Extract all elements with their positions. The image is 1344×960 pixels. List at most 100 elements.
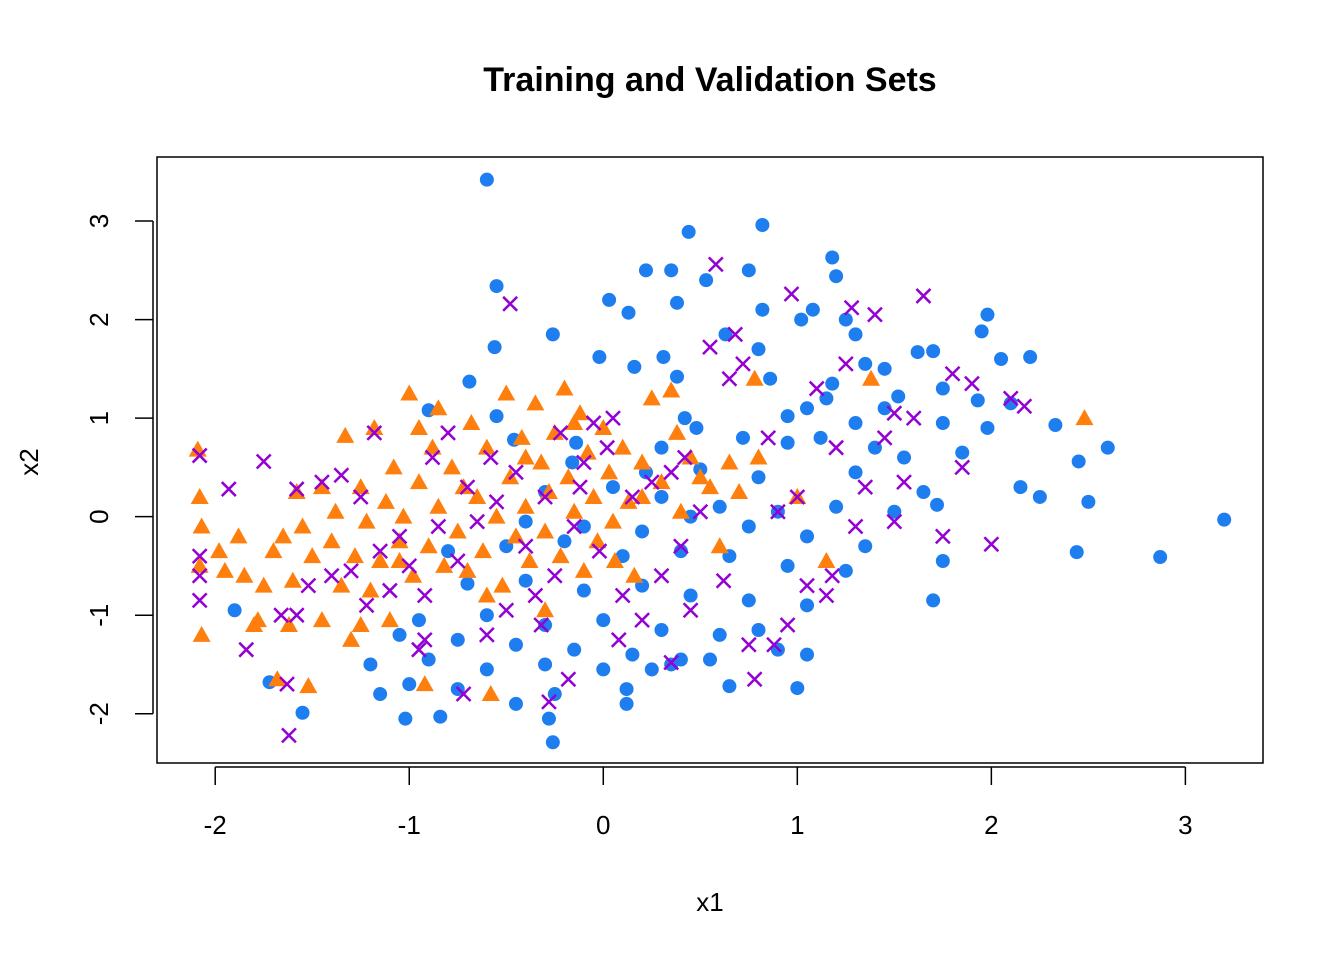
data-point [671, 502, 690, 519]
data-point [955, 445, 970, 460]
data-point [825, 250, 840, 265]
data-point [1023, 350, 1038, 365]
data-point [299, 677, 318, 694]
data-point [766, 636, 782, 653]
data-point [682, 602, 699, 619]
data-point [1217, 512, 1232, 527]
data-point [926, 344, 941, 359]
data-point [248, 611, 267, 628]
data-point [415, 675, 434, 692]
data-point [192, 517, 211, 534]
data-point [326, 502, 345, 519]
data-point [279, 616, 298, 633]
data-point [848, 465, 863, 480]
data-point [424, 449, 441, 466]
data-point [638, 263, 653, 278]
data-point [599, 439, 616, 456]
data-point [518, 573, 533, 588]
data-point [450, 632, 465, 647]
data-point [600, 463, 619, 480]
data-point [455, 686, 472, 702]
data-point [372, 543, 389, 560]
data-point [533, 617, 550, 633]
chart-title: Training and Validation Sets [483, 61, 936, 99]
x-tick-label: -1 [398, 810, 421, 840]
data-point [877, 361, 892, 376]
data-point [345, 547, 364, 564]
data-point [392, 627, 407, 642]
data-point [886, 513, 903, 530]
data-point [654, 489, 669, 504]
data-point [838, 563, 853, 578]
data-point [964, 375, 980, 392]
data-point [683, 588, 698, 603]
data-point [621, 305, 636, 320]
data-point [288, 607, 305, 624]
data-point [625, 566, 644, 583]
y-tick-label: -2 [84, 702, 114, 725]
data-point [323, 567, 340, 584]
plot-frame [156, 156, 1264, 764]
data-point [735, 356, 751, 372]
data-point [1003, 396, 1018, 411]
data-point [238, 641, 255, 658]
data-point [847, 518, 864, 535]
data-point [673, 538, 689, 555]
data-point [358, 597, 375, 614]
data-point [442, 458, 461, 475]
data-point [332, 576, 351, 593]
data-point [751, 470, 766, 485]
data-point [699, 273, 714, 288]
data-point [1153, 550, 1168, 565]
data-point [691, 468, 710, 485]
data-point [376, 492, 395, 509]
data-point [818, 587, 835, 604]
data-point [322, 532, 341, 549]
data-point [488, 493, 505, 510]
data-point [800, 401, 815, 416]
data-point [799, 577, 815, 594]
data-point [192, 625, 211, 642]
data-point [342, 630, 361, 647]
data-point [572, 479, 588, 495]
data-point [283, 571, 302, 588]
data-point [516, 497, 535, 514]
data-point [857, 479, 874, 495]
data-point [633, 453, 652, 470]
data-point [591, 543, 608, 560]
data-point [974, 324, 989, 339]
data-point [605, 410, 621, 427]
data-point [398, 711, 413, 726]
data-point [643, 474, 660, 491]
data-point [720, 453, 739, 470]
data-point [838, 312, 853, 327]
data-point [478, 627, 495, 643]
data-point [416, 631, 433, 648]
y-tick-label: 1 [84, 411, 114, 425]
data-point [745, 369, 764, 386]
data-point [800, 647, 815, 662]
data-point [681, 224, 696, 239]
data-point [373, 687, 388, 702]
data-point [557, 534, 572, 549]
data-point [508, 637, 523, 652]
data-point [416, 587, 433, 604]
data-point [401, 558, 418, 574]
data-point [295, 705, 310, 720]
data-point [527, 587, 544, 604]
data-point [721, 370, 738, 387]
data-point [751, 342, 766, 357]
data-point [574, 561, 593, 578]
data-point [448, 522, 467, 539]
data-point [394, 507, 413, 524]
data-point [404, 566, 423, 583]
data-point [808, 380, 825, 397]
data-point [654, 622, 669, 637]
data-point [596, 662, 611, 677]
data-point [780, 558, 795, 573]
data-point [532, 453, 551, 470]
data-point [749, 448, 768, 465]
data-point [701, 478, 719, 495]
data-point [440, 425, 456, 441]
data-point [227, 603, 242, 618]
